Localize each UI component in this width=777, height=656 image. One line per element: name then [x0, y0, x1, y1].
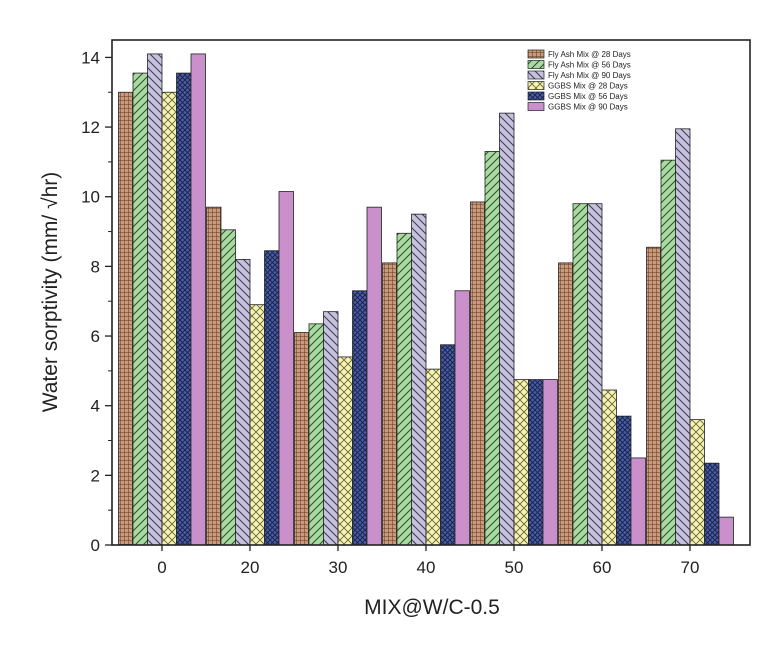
- bar-s5-c70: [704, 462, 720, 546]
- x-axis-ticks: 0 20 30 40 50 60 70: [157, 545, 699, 577]
- y-tick-label: 0: [91, 536, 100, 555]
- bar-s6-c60: [630, 457, 646, 546]
- bar-s2-c0: [132, 72, 148, 546]
- y-tick-label: 10: [81, 188, 100, 207]
- y-tick-label: 8: [91, 257, 100, 276]
- legend: Fly Ash Mix @ 28 Days Fly Ash Mix @ 56 Da…: [525, 47, 675, 114]
- x-tick-label-20: 20: [241, 558, 260, 577]
- bar-s3-c40: [411, 213, 427, 546]
- bar-s1-c70: [646, 246, 662, 546]
- bar-s5-c50: [528, 379, 544, 546]
- legend-background: [525, 47, 675, 114]
- y-tick-label: 4: [91, 397, 100, 416]
- plot-frame: [111, 39, 751, 546]
- x-tick-label-50: 50: [505, 558, 524, 577]
- bar-s2-c40: [396, 232, 412, 546]
- bar-s4-c40: [425, 368, 441, 546]
- bar-s4-c30: [337, 356, 353, 546]
- bar-s5-c40: [440, 344, 456, 546]
- bar-s2-c70: [660, 159, 676, 546]
- bar-s6-c20: [278, 191, 294, 546]
- x-tick-label-70: 70: [681, 558, 700, 577]
- legend-label-3: Fly Ash Mix @ 90 Days: [548, 71, 631, 80]
- bar-s6-c30: [366, 206, 382, 546]
- x-axis-title: MIX@W/C-0.5: [364, 596, 500, 619]
- bar-s5-c20: [264, 250, 280, 546]
- bar-s4-c50: [513, 379, 529, 546]
- legend-label-5: GGBS Mix @ 56 Days: [548, 92, 628, 101]
- legend-swatch-3: [527, 70, 545, 80]
- legend-swatch-2: [527, 60, 545, 69]
- bar-s4-c0: [161, 91, 177, 546]
- bar-s3-c20: [235, 259, 251, 546]
- bar-s4-c60: [601, 389, 617, 546]
- bar-s1-c40: [382, 262, 398, 546]
- bar-s6-c40: [454, 290, 470, 546]
- y-axis-ticks: 0 2 4 6 8 10 12 14: [81, 48, 112, 555]
- legend-swatch-6: [527, 102, 545, 111]
- y-tick-label: 14: [81, 48, 100, 67]
- bar-s3-c30: [323, 311, 339, 546]
- x-tick-label-40: 40: [417, 558, 436, 577]
- bar-s3-c60: [587, 203, 603, 546]
- y-tick-label: 2: [91, 466, 100, 485]
- y-axis-title: Water sorptivity (mm/ √hr): [39, 172, 62, 413]
- bar-s6-c50: [542, 379, 558, 546]
- bar-s3-c0: [147, 53, 163, 546]
- bar-s2-c60: [572, 203, 588, 546]
- bar-s5-c0: [176, 72, 192, 546]
- x-tick-label-60: 60: [593, 558, 612, 577]
- bars-group: [118, 53, 734, 546]
- x-tick-label-30: 30: [329, 558, 348, 577]
- legend-swatch-1: [527, 49, 545, 59]
- legend-label-4: GGBS Mix @ 28 Days: [548, 82, 628, 91]
- bar-s2-c30: [308, 323, 324, 546]
- bar-s4-c20: [249, 304, 265, 546]
- bar-s5-c60: [616, 415, 632, 546]
- bar-s1-c50: [470, 201, 486, 546]
- bar-s4-c70: [689, 419, 705, 546]
- bar-s1-c60: [558, 262, 574, 546]
- bar-s3-c50: [499, 112, 515, 546]
- legend-label-6: GGBS Mix @ 90 Days: [548, 103, 628, 112]
- bar-s6-c70: [718, 516, 734, 546]
- bar-s2-c20: [220, 229, 236, 546]
- legend-label-2: Fly Ash Mix @ 56 Days: [548, 61, 631, 70]
- bar-s6-c0: [190, 53, 206, 546]
- bar-s1-c0: [118, 91, 134, 546]
- bar-s3-c70: [675, 128, 691, 546]
- bar-s1-c30: [294, 332, 310, 546]
- legend-swatch-4: [527, 81, 545, 90]
- y-tick-label: 12: [81, 118, 100, 137]
- legend-swatch-5: [527, 91, 545, 101]
- bar-s5-c30: [352, 290, 368, 546]
- x-tick-label-0: 0: [157, 558, 166, 577]
- y-tick-label: 6: [91, 327, 100, 346]
- bar-s2-c50: [484, 151, 500, 546]
- bar-s1-c20: [206, 206, 222, 546]
- legend-label-1: Fly Ash Mix @ 28 Days: [548, 50, 631, 59]
